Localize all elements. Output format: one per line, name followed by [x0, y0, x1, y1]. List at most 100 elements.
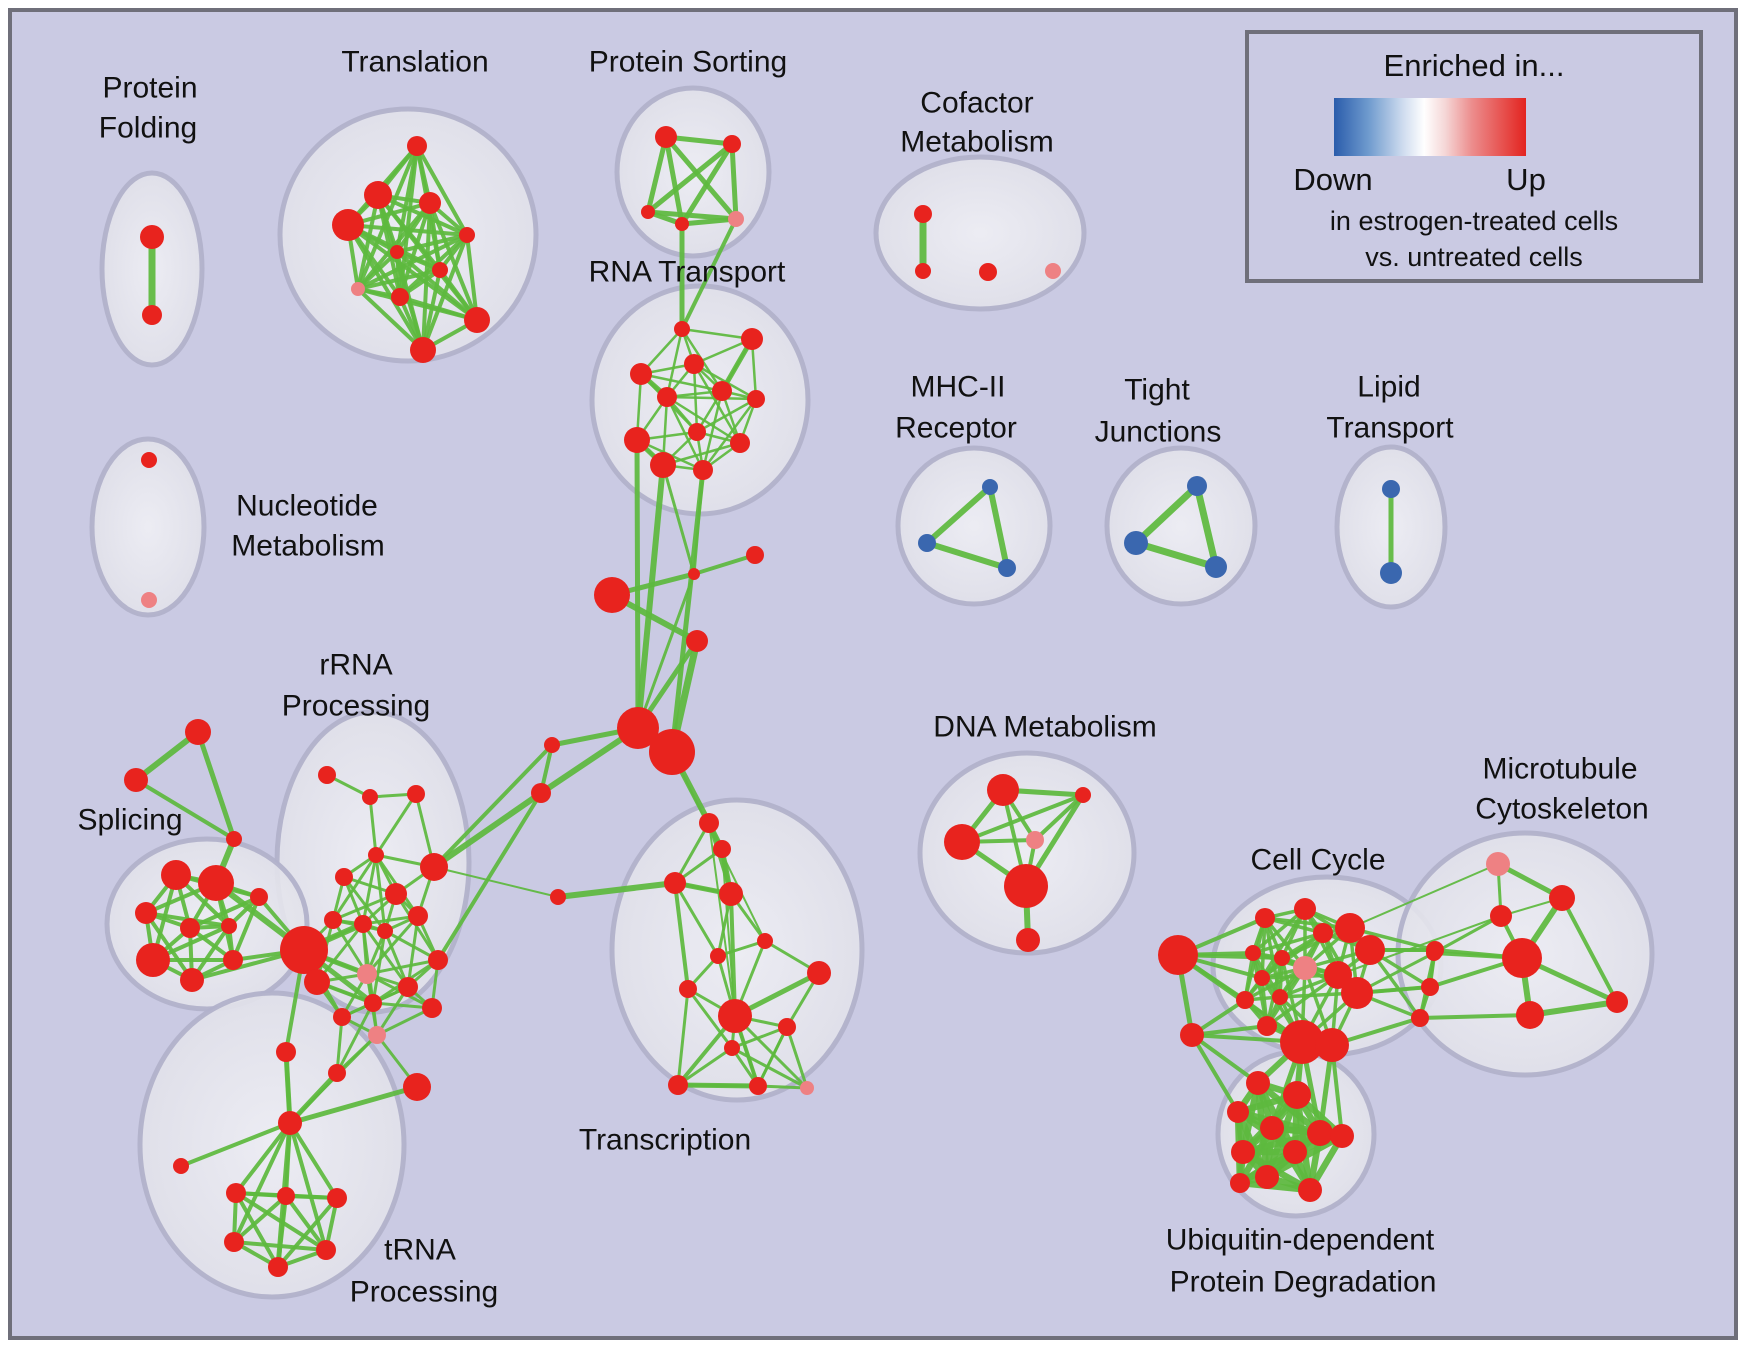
node-m6-up-gene-set	[1516, 1001, 1544, 1029]
edge-s1-s3	[645, 134, 669, 215]
node-tn_d-up-gene-set	[224, 1232, 244, 1252]
node-rr9-up-gene-set	[354, 915, 372, 933]
node-tc14-up-gene-set	[800, 1081, 814, 1095]
edge-rr16-rr20	[335, 1001, 375, 1075]
edge-ccy-ub1	[1190, 1033, 1260, 1085]
cluster-label-lipid-transport-line1: Lipid	[1357, 371, 1420, 404]
node-c19-up-gene-set	[1411, 1009, 1429, 1027]
edge-mh2-mh3	[924, 540, 1010, 571]
edge-rr21-th	[287, 1084, 420, 1126]
node-r10-up-gene-set	[730, 433, 750, 453]
edge-rr4-rr9	[361, 853, 378, 926]
node-d2-up-gene-set	[1075, 787, 1091, 803]
node-t10-up-gene-set	[464, 307, 490, 333]
nodes	[124, 126, 1628, 1277]
node-sp8-up-gene-set	[180, 968, 204, 992]
edge-ccy-c12	[1190, 1024, 1269, 1037]
node-rr17-up-gene-set	[422, 998, 442, 1018]
cluster-label-protein-sorting-line1: Protein Sorting	[589, 46, 787, 79]
cluster-label-transcription-line1: Transcription	[579, 1124, 751, 1157]
legend-subtitle-line1: in estrogen-treated cells	[1329, 206, 1619, 236]
node-ub7-up-gene-set	[1283, 1140, 1307, 1164]
node-c15-up-gene-set	[1280, 1020, 1324, 1064]
node-ot3-up-gene-set	[226, 831, 242, 847]
node-tc3-up-gene-set	[664, 872, 686, 894]
node-d3-up-gene-set	[944, 824, 980, 860]
node-rr20-up-gene-set	[328, 1064, 346, 1082]
edge-rr4-rr10	[331, 853, 378, 922]
node-t2-up-gene-set	[364, 181, 392, 209]
edge-s2-s5	[729, 141, 739, 222]
edge-tc10-tc11	[730, 1025, 789, 1050]
node-c13-up-gene-set	[1324, 961, 1352, 989]
node-rr6-up-gene-set	[420, 853, 448, 881]
cluster-label-rrna-processing-line2: Processing	[282, 690, 430, 723]
node-mh1-down-gene-set	[982, 479, 998, 495]
edge-rr4-rr11	[374, 853, 387, 933]
node-ub2-up-gene-set	[1283, 1081, 1311, 1109]
node-t6-up-gene-set	[390, 245, 404, 259]
legend-up-label: Up	[1506, 162, 1546, 197]
edge-s1-s5	[663, 134, 739, 222]
node-tc2-up-gene-set	[713, 840, 731, 858]
node-r9-up-gene-set	[688, 423, 706, 441]
node-c8-up-gene-set	[1293, 956, 1317, 980]
node-m2-up-gene-set	[1549, 885, 1575, 911]
node-ub5-up-gene-set	[1307, 1120, 1333, 1146]
node-tc6-up-gene-set	[710, 948, 726, 964]
node-lt1-down-gene-set	[1382, 480, 1400, 498]
edge-mh1-mh3	[987, 484, 1010, 571]
edge-t5-t8	[356, 233, 469, 291]
node-lt2-down-gene-set	[1380, 562, 1402, 584]
node-rr4-up-gene-set	[368, 847, 384, 863]
legend-box: Enriched in... Down Up in estrogen-treat…	[1245, 30, 1703, 283]
edge-m3-m4	[1432, 914, 1503, 955]
node-sp2-up-gene-set	[198, 865, 234, 901]
edge-sp4-sp6	[188, 895, 261, 930]
node-tj1-down-gene-set	[1187, 476, 1207, 496]
cluster-label-dna-metabolism-line1: DNA Metabolism	[933, 711, 1156, 744]
node-t3-up-gene-set	[419, 192, 441, 214]
legend-title: Enriched in...	[1383, 48, 1565, 83]
edge-t6-t8	[356, 250, 399, 291]
edge-tc8-tc12	[676, 987, 690, 1087]
cluster-labels: Protein Folding Translation Protein Sorting…	[77, 46, 1648, 1309]
node-hub2-up-gene-set	[649, 729, 695, 775]
edge-s2-s4	[679, 141, 735, 227]
cluster-label-nucleotide-metabolism-line1: Nucleotide	[236, 490, 378, 523]
edge-rr18-rr20	[335, 1015, 344, 1075]
node-ub4-up-gene-set	[1260, 1116, 1284, 1140]
edge-ot1-ot2	[133, 729, 201, 783]
node-ub1-up-gene-set	[1246, 1071, 1270, 1095]
node-rr2-up-gene-set	[362, 789, 378, 805]
node-tc12-up-gene-set	[668, 1075, 688, 1095]
node-cn2-up-gene-set	[688, 568, 700, 580]
edge-rr12-rr14	[365, 958, 440, 976]
edge-tc10-tc14	[785, 1025, 809, 1090]
node-r4-up-gene-set	[630, 363, 652, 385]
edge-tl-th	[179, 1121, 292, 1168]
edge-ot1-ot3	[195, 729, 237, 842]
node-sp5-up-gene-set	[221, 918, 237, 934]
edge-t4-t11	[346, 223, 425, 352]
cluster-tight-junctions-ellipse	[1104, 445, 1258, 607]
edge-cn2-hub1	[636, 572, 696, 730]
edge-tc3-tc8	[673, 881, 690, 991]
node-c9-up-gene-set	[1254, 970, 1270, 986]
node-rr21-up-gene-set	[403, 1073, 431, 1101]
node-sp3-up-gene-set	[135, 902, 157, 924]
edge-sp6-sp9	[231, 895, 261, 962]
legend-gradient-bar	[1334, 98, 1526, 156]
node-tc11-up-gene-set	[724, 1040, 740, 1056]
node-d4-up-gene-set	[1026, 831, 1044, 849]
edge-tj2-tj3	[1132, 539, 1220, 571]
edge-t5-t10	[465, 233, 479, 322]
node-th-up-gene-set	[278, 1111, 302, 1135]
edge-cn6-rr14	[436, 791, 543, 962]
node-tc8-up-gene-set	[679, 980, 697, 998]
node-tl-up-gene-set	[173, 1158, 189, 1174]
node-c12-up-gene-set	[1257, 1016, 1277, 1036]
edge-rr8-rr15	[406, 914, 420, 989]
edge-tj1-tj3	[1193, 482, 1220, 571]
